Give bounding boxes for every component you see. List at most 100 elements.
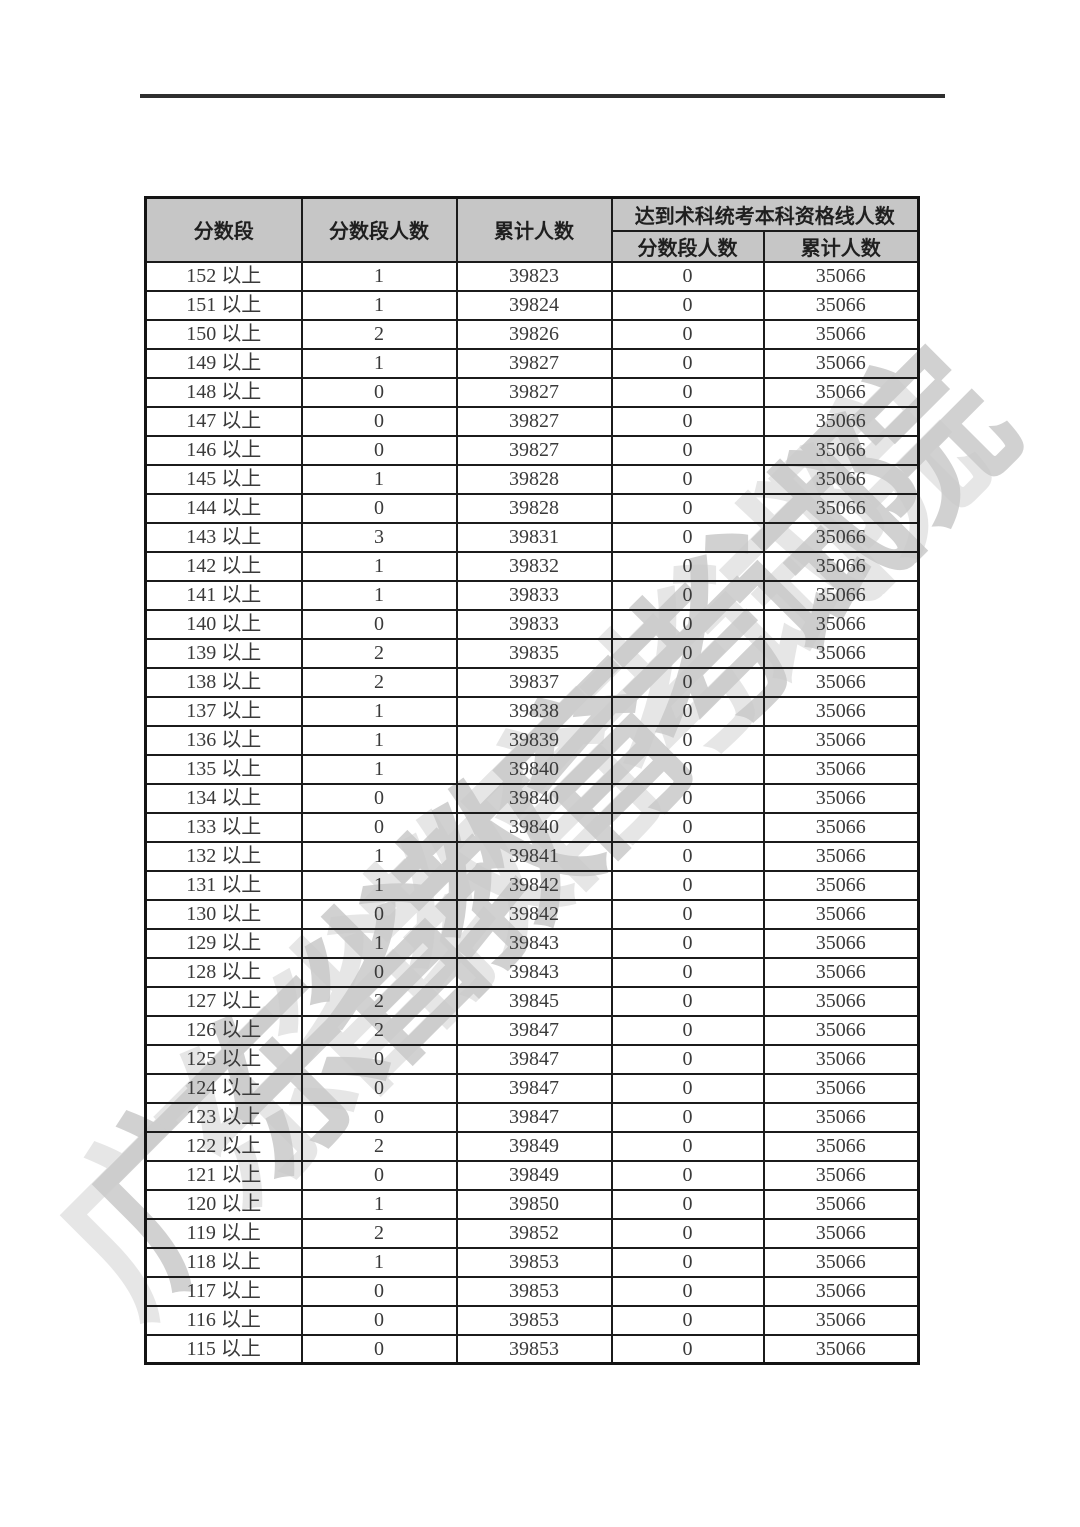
table-row: 139 以上 2 39835 0 35066 [144,637,920,669]
cumulative-cell: 39847 [455,1072,613,1104]
qualified-cumulative-cell: 35066 [762,927,920,959]
header-qualified-group: 达到术科统考本科资格线人数 [610,196,920,232]
cumulative-cell: 39832 [455,550,613,582]
score-band-cell: 124 以上 [144,1072,303,1104]
qualified-cumulative-cell: 35066 [762,347,920,379]
qualified-cumulative-cell: 35066 [762,608,920,640]
cumulative-cell: 39853 [455,1333,613,1365]
band-count-cell: 0 [300,1275,458,1307]
band-count-cell: 1 [300,347,458,379]
qualified-cumulative-cell: 35066 [762,1304,920,1336]
cumulative-cell: 39842 [455,898,613,930]
band-count-cell: 1 [300,724,458,756]
table-row: 136 以上 1 39839 0 35066 [144,724,920,756]
band-count-cell: 1 [300,753,458,785]
score-band-cell: 150 以上 [144,318,303,350]
qualified-cumulative-cell: 35066 [762,318,920,350]
qualified-band-count-cell: 0 [610,637,765,669]
score-band-cell: 139 以上 [144,637,303,669]
qualified-cumulative-cell: 35066 [762,840,920,872]
cumulative-cell: 39833 [455,608,613,640]
score-band-cell: 125 以上 [144,1043,303,1075]
table-row: 137 以上 1 39838 0 35066 [144,695,920,727]
band-count-cell: 2 [300,985,458,1017]
header-qualified-band-count: 分数段人数 [610,229,765,263]
header-score-band: 分数段 [144,196,303,263]
table-row: 122 以上 2 39849 0 35066 [144,1130,920,1162]
band-count-cell: 3 [300,521,458,553]
qualified-band-count-cell: 0 [610,376,765,408]
cumulative-cell: 39827 [455,405,613,437]
cumulative-cell: 39852 [455,1217,613,1249]
qualified-cumulative-cell: 35066 [762,1130,920,1162]
header-band-count: 分数段人数 [300,196,458,263]
table-row: 140 以上 0 39833 0 35066 [144,608,920,640]
qualified-band-count-cell: 0 [610,347,765,379]
score-band-cell: 146 以上 [144,434,303,466]
header-row-1: 分数段 分数段人数 累计人数 达到术科统考本科资格线人数 [144,196,920,263]
score-band-cell: 135 以上 [144,753,303,785]
score-band-cell: 126 以上 [144,1014,303,1046]
qualified-band-count-cell: 0 [610,898,765,930]
qualified-cumulative-cell: 35066 [762,289,920,321]
score-band-cell: 118 以上 [144,1246,303,1278]
qualified-band-count-cell: 0 [610,1130,765,1162]
cumulative-cell: 39849 [455,1159,613,1191]
score-band-cell: 151 以上 [144,289,303,321]
band-count-cell: 2 [300,1217,458,1249]
qualified-cumulative-cell: 35066 [762,1043,920,1075]
qualified-cumulative-cell: 35066 [762,956,920,988]
score-band-cell: 131 以上 [144,869,303,901]
score-band-cell: 132 以上 [144,840,303,872]
cumulative-cell: 39840 [455,782,613,814]
qualified-cumulative-cell: 35066 [762,1333,920,1365]
cumulative-cell: 39841 [455,840,613,872]
qualified-band-count-cell: 0 [610,1246,765,1278]
table-row: 132 以上 1 39841 0 35066 [144,840,920,872]
band-count-cell: 2 [300,1130,458,1162]
score-band-cell: 137 以上 [144,695,303,727]
qualified-cumulative-cell: 35066 [762,782,920,814]
band-count-cell: 0 [300,1043,458,1075]
table-row: 120 以上 1 39850 0 35066 [144,1188,920,1220]
table-row: 144 以上 0 39828 0 35066 [144,492,920,524]
cumulative-cell: 39853 [455,1246,613,1278]
qualified-band-count-cell: 0 [610,811,765,843]
score-distribution-table: 分数段 分数段人数 累计人数 达到术科统考本科资格线人数 分数段人数 累计人数 … [144,196,920,1365]
cumulative-cell: 39850 [455,1188,613,1220]
score-band-cell: 129 以上 [144,927,303,959]
qualified-cumulative-cell: 35066 [762,985,920,1017]
cumulative-cell: 39828 [455,492,613,524]
qualified-cumulative-cell: 35066 [762,1101,920,1133]
score-band-cell: 142 以上 [144,550,303,582]
cumulative-cell: 39845 [455,985,613,1017]
qualified-band-count-cell: 0 [610,666,765,698]
qualified-cumulative-cell: 35066 [762,666,920,698]
qualified-band-count-cell: 0 [610,289,765,321]
cumulative-cell: 39853 [455,1275,613,1307]
qualified-band-count-cell: 0 [610,1101,765,1133]
qualified-band-count-cell: 0 [610,521,765,553]
qualified-cumulative-cell: 35066 [762,869,920,901]
qualified-cumulative-cell: 35066 [762,550,920,582]
qualified-cumulative-cell: 35066 [762,637,920,669]
band-count-cell: 0 [300,434,458,466]
table-row: 152 以上 1 39823 0 35066 [144,260,920,292]
qualified-band-count-cell: 0 [610,1304,765,1336]
band-count-cell: 1 [300,289,458,321]
qualified-cumulative-cell: 35066 [762,405,920,437]
table-row: 116 以上 0 39853 0 35066 [144,1304,920,1336]
band-count-cell: 1 [300,260,458,292]
score-band-cell: 115 以上 [144,1333,303,1365]
qualified-cumulative-cell: 35066 [762,1072,920,1104]
qualified-band-count-cell: 0 [610,956,765,988]
qualified-band-count-cell: 0 [610,550,765,582]
score-band-cell: 140 以上 [144,608,303,640]
score-band-cell: 123 以上 [144,1101,303,1133]
cumulative-cell: 39847 [455,1014,613,1046]
score-band-cell: 119 以上 [144,1217,303,1249]
table-row: 117 以上 0 39853 0 35066 [144,1275,920,1307]
table-row: 119 以上 2 39852 0 35066 [144,1217,920,1249]
table-row: 150 以上 2 39826 0 35066 [144,318,920,350]
band-count-cell: 0 [300,898,458,930]
